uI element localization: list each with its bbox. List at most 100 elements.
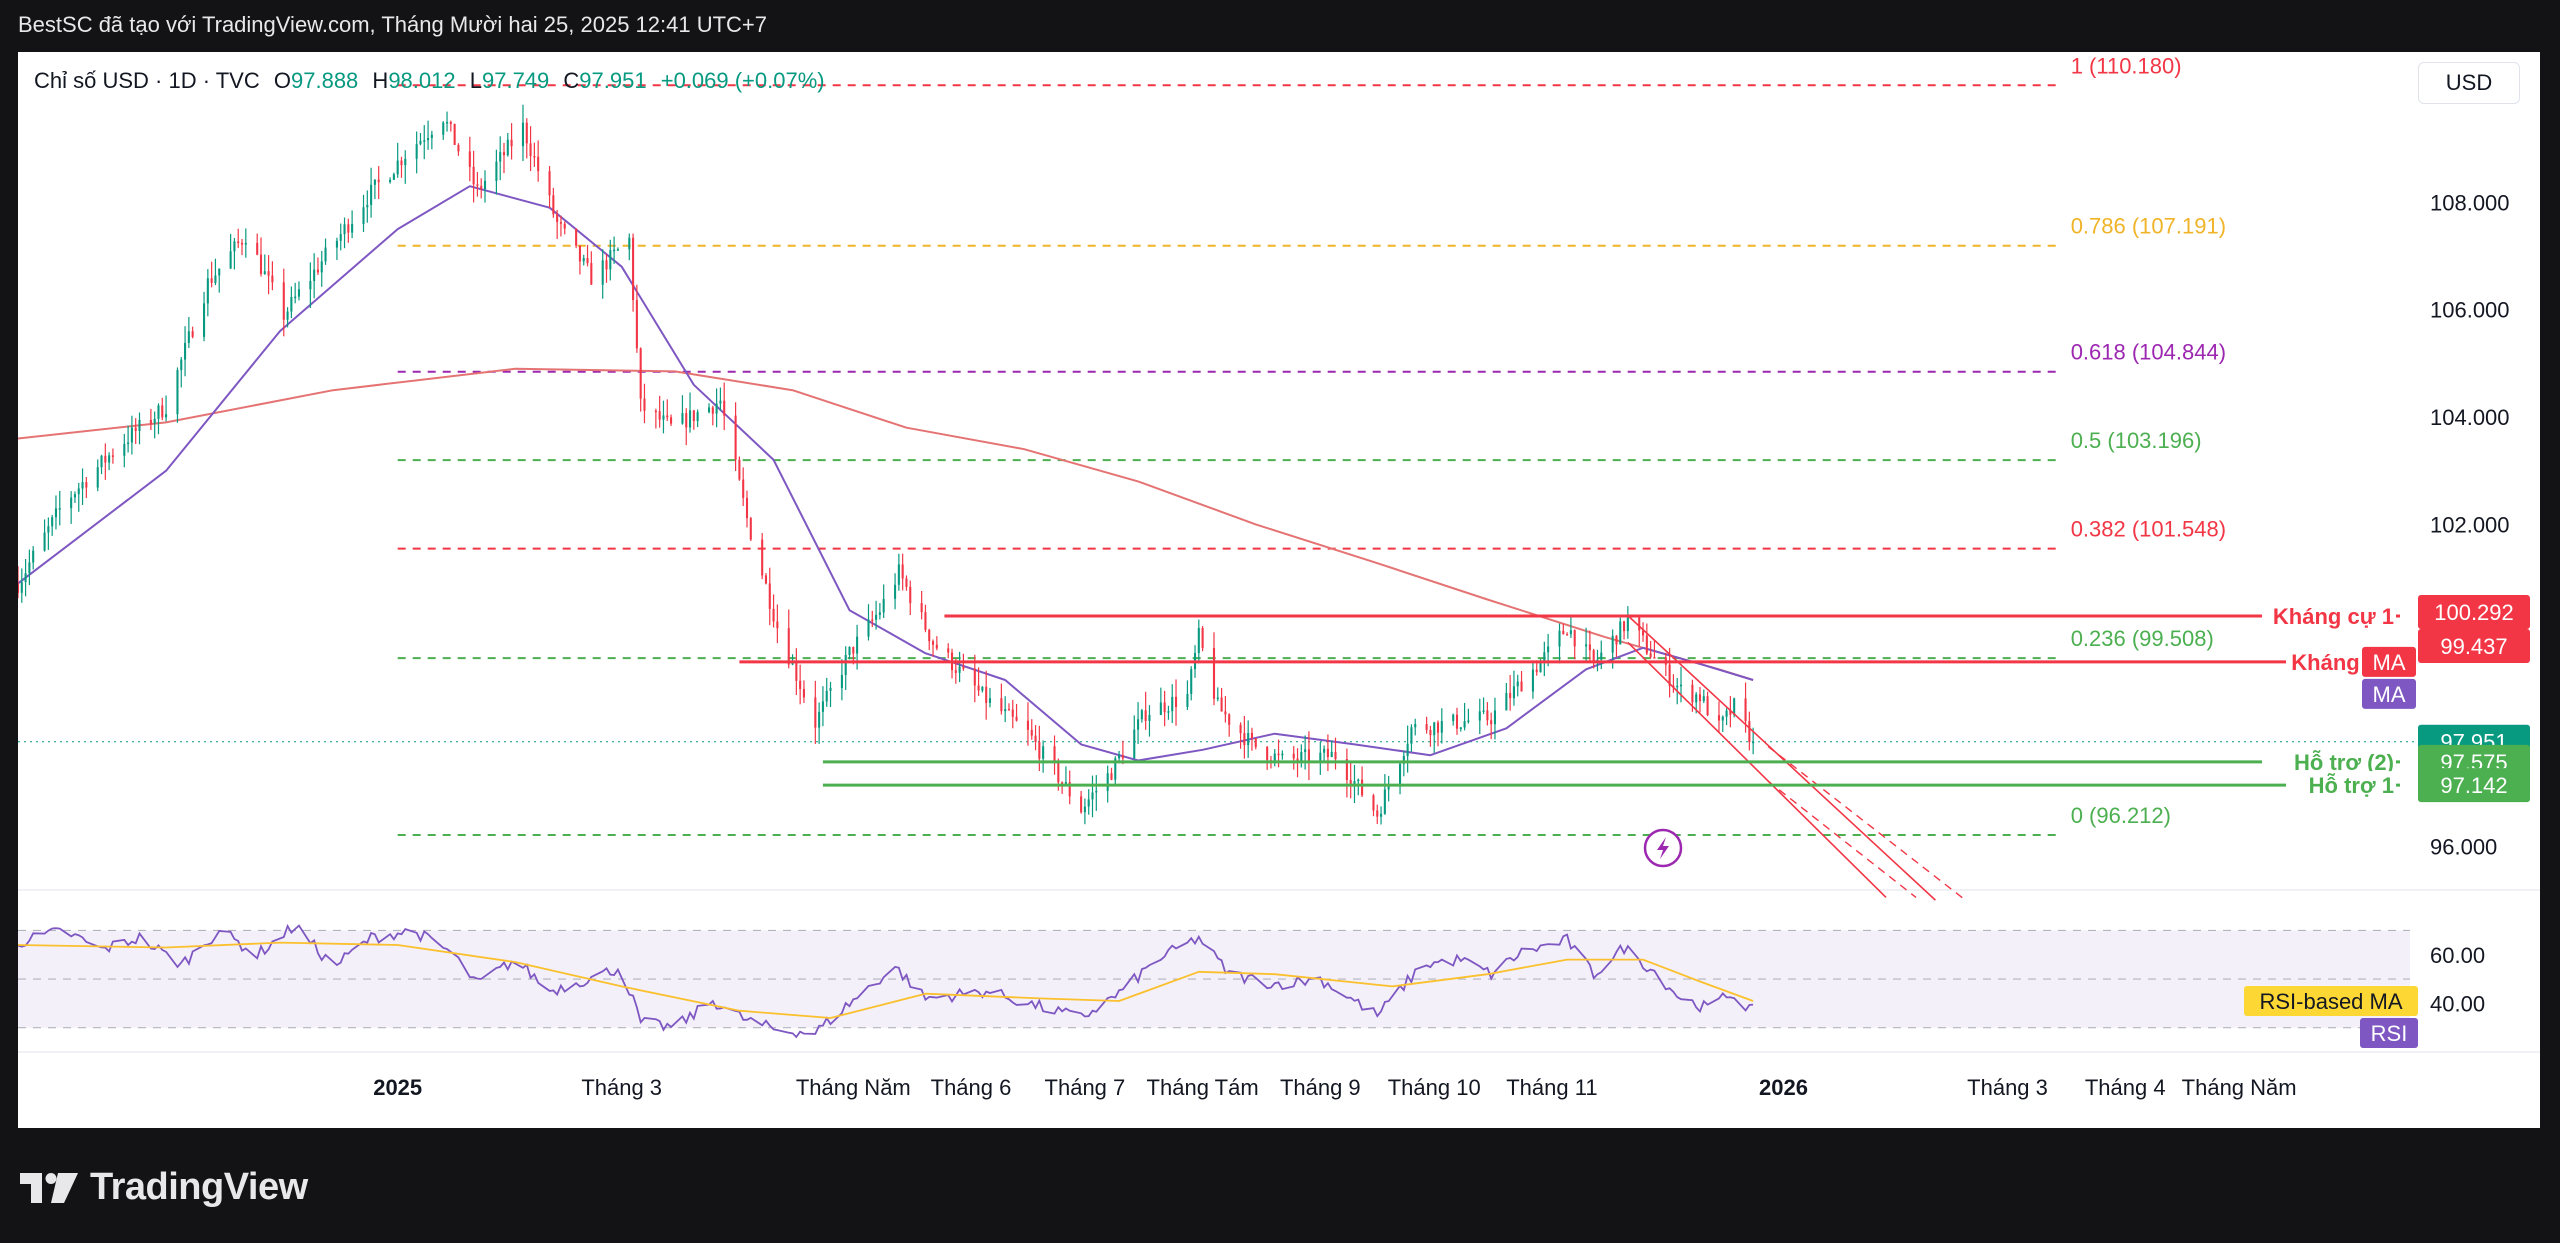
candle-body[interactable] xyxy=(495,161,498,181)
candle-body[interactable] xyxy=(533,156,536,158)
candle-body[interactable] xyxy=(1353,781,1356,786)
candle-body[interactable] xyxy=(130,427,133,443)
candle-body[interactable] xyxy=(366,204,369,208)
candle-body[interactable] xyxy=(187,331,190,343)
candle-body[interactable] xyxy=(362,207,365,224)
candle-body[interactable] xyxy=(47,526,50,533)
candle-body[interactable] xyxy=(43,532,46,551)
candle-body[interactable] xyxy=(613,249,616,252)
candle-body[interactable] xyxy=(502,152,506,156)
candle-body[interactable] xyxy=(453,123,456,145)
candle-body[interactable] xyxy=(707,407,711,413)
currency-button[interactable]: USD xyxy=(2418,62,2520,104)
candle-body[interactable] xyxy=(556,214,559,223)
candle-body[interactable] xyxy=(1725,710,1728,717)
candle-body[interactable] xyxy=(563,223,566,229)
candle-body[interactable] xyxy=(210,278,213,283)
candle-body[interactable] xyxy=(582,258,585,262)
candle-body[interactable] xyxy=(1349,780,1352,786)
candle-body[interactable] xyxy=(981,686,984,691)
candle-body[interactable] xyxy=(1573,630,1576,647)
candle-body[interactable] xyxy=(768,583,771,609)
candle-body[interactable] xyxy=(233,241,236,252)
candle-body[interactable] xyxy=(1569,630,1572,635)
candle-body[interactable] xyxy=(1452,714,1455,721)
rsi-line[interactable] xyxy=(18,923,1754,1039)
candle-body[interactable] xyxy=(840,675,843,688)
candle-body[interactable] xyxy=(586,258,589,264)
candle-body[interactable] xyxy=(1748,721,1751,743)
candle-body[interactable] xyxy=(396,160,399,175)
candle-body[interactable] xyxy=(1266,747,1269,761)
candle-body[interactable] xyxy=(297,289,301,297)
candle-body[interactable] xyxy=(1212,648,1216,699)
candle-body[interactable] xyxy=(1623,621,1626,632)
candle-body[interactable] xyxy=(776,621,779,629)
candle-body[interactable] xyxy=(787,628,790,665)
candle-body[interactable] xyxy=(1095,790,1098,793)
candle-body[interactable] xyxy=(1121,755,1124,759)
candle-body[interactable] xyxy=(962,666,965,669)
candle-body[interactable] xyxy=(1307,749,1310,763)
candle-body[interactable] xyxy=(1110,773,1113,780)
candle-body[interactable] xyxy=(1455,714,1459,729)
candle-body[interactable] xyxy=(81,482,84,489)
candle-body[interactable] xyxy=(1292,753,1295,759)
candle-body[interactable] xyxy=(844,655,847,676)
candle-body[interactable] xyxy=(1004,709,1007,712)
candle-body[interactable] xyxy=(685,413,688,428)
candle-body[interactable] xyxy=(1649,653,1652,658)
candle-body[interactable] xyxy=(988,698,992,703)
candle-body[interactable] xyxy=(1300,751,1303,761)
candle-body[interactable] xyxy=(935,644,938,649)
candle-body[interactable] xyxy=(909,586,912,604)
candle-body[interactable] xyxy=(1425,724,1428,730)
candle-body[interactable] xyxy=(1729,710,1732,715)
candle-body[interactable] xyxy=(829,687,832,691)
candle-body[interactable] xyxy=(335,240,338,248)
candle-body[interactable] xyxy=(1478,711,1481,721)
candle-body[interactable] xyxy=(423,140,426,142)
candle-body[interactable] xyxy=(609,250,612,270)
candle-body[interactable] xyxy=(525,122,528,144)
candle-body[interactable] xyxy=(818,711,821,728)
candle-body[interactable] xyxy=(1668,664,1671,686)
candle-body[interactable] xyxy=(1691,684,1694,703)
candle-body[interactable] xyxy=(1679,684,1683,687)
candle-body[interactable] xyxy=(1197,627,1200,654)
candle-body[interactable] xyxy=(1562,630,1565,635)
candle-body[interactable] xyxy=(96,467,99,488)
candle-body[interactable] xyxy=(1171,696,1174,712)
candle-body[interactable] xyxy=(878,612,881,615)
candle-body[interactable] xyxy=(681,413,684,424)
candle-body[interactable] xyxy=(973,668,976,686)
candle-body[interactable] xyxy=(457,144,460,152)
candle-body[interactable] xyxy=(404,158,407,166)
candle-body[interactable] xyxy=(389,179,392,183)
candle-body[interactable] xyxy=(742,479,745,498)
candle-body[interactable] xyxy=(1034,735,1037,742)
candle-body[interactable] xyxy=(1539,660,1542,673)
candle-body[interactable] xyxy=(1717,715,1721,721)
candle-body[interactable] xyxy=(639,348,642,399)
candle-body[interactable] xyxy=(1118,755,1121,759)
candle-body[interactable] xyxy=(1752,741,1755,744)
candle-body[interactable] xyxy=(244,242,247,245)
candle-body[interactable] xyxy=(901,564,904,579)
candle-body[interactable] xyxy=(294,296,297,299)
candle-body[interactable] xyxy=(658,411,661,420)
candle-body[interactable] xyxy=(1380,813,1383,817)
candle-body[interactable] xyxy=(1520,681,1523,692)
candle-body[interactable] xyxy=(214,275,217,283)
candle-body[interactable] xyxy=(711,407,714,414)
candle-body[interactable] xyxy=(1064,782,1067,784)
candle-body[interactable] xyxy=(905,578,908,587)
candle-body[interactable] xyxy=(1399,763,1402,787)
candle-body[interactable] xyxy=(449,122,452,124)
candle-body[interactable] xyxy=(745,497,749,519)
candle-body[interactable] xyxy=(1015,716,1018,721)
candle-body[interactable] xyxy=(1733,698,1736,715)
candle-body[interactable] xyxy=(256,242,259,255)
candle-body[interactable] xyxy=(821,701,824,712)
candle-body[interactable] xyxy=(70,497,73,509)
